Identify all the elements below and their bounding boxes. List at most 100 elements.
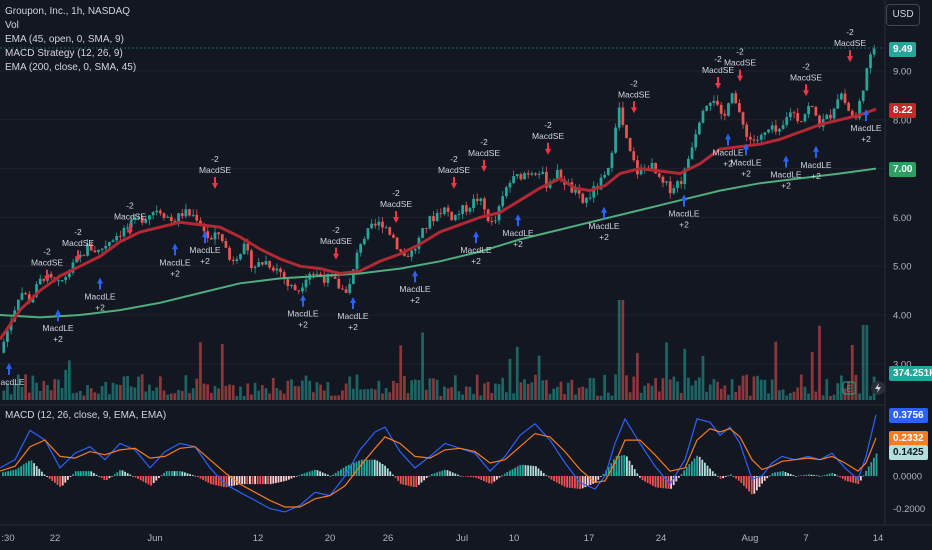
sell-signal-label: MacdSE <box>114 211 146 221</box>
histogram-bar <box>134 476 137 478</box>
histogram-bar <box>342 467 345 476</box>
volume-bar <box>443 386 446 400</box>
currency-button[interactable]: USD <box>886 4 920 26</box>
volume-bar <box>829 395 832 400</box>
histogram-bar <box>98 476 100 477</box>
histogram-bar <box>35 466 38 476</box>
histogram-bar <box>745 476 748 489</box>
histogram-bar <box>464 476 467 477</box>
candle-body <box>541 171 545 174</box>
volume-bar <box>464 386 468 400</box>
histogram-bar <box>176 471 178 476</box>
histogram-bar <box>654 476 657 488</box>
ema200-tag: 7.00 <box>889 162 917 177</box>
volume-bar <box>235 395 239 400</box>
signal-tag: 0.2332 <box>889 431 928 446</box>
legend-volume[interactable]: Vol <box>5 20 19 31</box>
volume-bar <box>701 355 705 400</box>
symbol-title[interactable]: Groupon, Inc., 1h, NASDAQ <box>5 6 131 17</box>
candle-body <box>443 207 446 214</box>
sell-signal-delta: -2 <box>450 154 458 164</box>
volume-bar <box>370 388 373 400</box>
volume-bar <box>836 383 840 400</box>
volume-bar <box>166 394 170 400</box>
volume-bar <box>475 374 479 400</box>
histogram-bar <box>496 476 498 480</box>
histogram-bar <box>332 474 334 476</box>
volume-bar <box>745 374 749 400</box>
buy-signal-delta: +2 <box>723 159 733 169</box>
buy-arrow <box>681 194 687 207</box>
histogram-bar <box>691 461 693 476</box>
legend-macd-strategy[interactable]: MACD Strategy (12, 26, 9) <box>5 48 123 59</box>
histogram-bar <box>246 476 249 485</box>
histogram-bar <box>678 476 680 478</box>
volume-bar <box>504 392 508 400</box>
histogram-bar <box>236 476 238 486</box>
volume-bar <box>384 388 388 400</box>
earnings-icon[interactable]: E <box>842 381 856 395</box>
candle-body <box>304 279 308 288</box>
volume-bar <box>195 378 199 400</box>
histogram-bar <box>613 459 615 476</box>
histogram-bar <box>412 476 415 487</box>
histogram-bar <box>295 476 298 477</box>
histogram-bar <box>41 471 43 476</box>
lightning-icon[interactable] <box>871 381 885 395</box>
legend-ema45[interactable]: EMA (45, open, 0, SMA, 9) <box>5 34 124 45</box>
histogram-bar <box>644 476 646 482</box>
candle-body <box>676 181 679 189</box>
histogram-bar <box>574 476 576 489</box>
buy-signal-delta: +2 <box>599 232 609 242</box>
volume-bar <box>260 385 264 400</box>
candle-body <box>515 174 519 177</box>
histogram-bar <box>165 471 168 476</box>
sell-signal-delta: -2 <box>802 61 810 71</box>
volume-bar <box>832 394 836 400</box>
volume-bar <box>581 386 585 400</box>
volume-bar <box>413 379 417 400</box>
candle-body <box>228 247 231 260</box>
volume-bar <box>665 342 668 400</box>
time-axis-ticks: :30 22 Jun 12 20 26 Jul 10 17 24 Aug 7 14 <box>1 533 883 544</box>
volume-bar <box>759 379 763 400</box>
candle-body <box>574 189 577 193</box>
histogram-bar <box>839 476 841 478</box>
buy-arrow <box>6 362 12 375</box>
time-tick-label: 20 <box>325 533 336 544</box>
volume-bar <box>35 382 38 400</box>
histogram-bar <box>275 476 277 484</box>
candle-body <box>424 228 428 230</box>
volume-bar <box>719 388 723 400</box>
candle-body <box>162 213 166 218</box>
histogram-bar <box>402 476 405 485</box>
sell-signal-label: MacdSE <box>380 199 412 209</box>
histogram-bar <box>316 470 319 476</box>
histogram-bar <box>217 476 220 486</box>
candle-body <box>195 214 199 221</box>
volume-bar <box>290 379 293 400</box>
histogram-bar <box>865 470 867 476</box>
histogram-bar <box>178 471 181 476</box>
histogram-bar <box>139 476 142 481</box>
candle-body <box>657 173 661 177</box>
histogram-bar <box>628 460 631 476</box>
volume-bar <box>468 386 472 400</box>
candle-body <box>428 216 432 229</box>
histogram-bar <box>511 469 514 476</box>
histogram-bar <box>480 476 483 480</box>
candle-body <box>24 293 27 295</box>
histogram-bar <box>802 475 805 476</box>
candle-body <box>213 232 217 240</box>
histogram-bar <box>184 472 186 476</box>
buy-arrow <box>97 277 103 290</box>
histogram-bar <box>280 476 282 482</box>
histogram-bar <box>763 476 766 481</box>
histogram-bar <box>561 476 563 486</box>
sell-signal-delta: -2 <box>43 247 51 257</box>
histogram-bar <box>129 474 132 476</box>
histogram-bar <box>873 457 875 476</box>
macd-legend[interactable]: MACD (12, 26, close, 9, EMA, EMA) <box>5 410 167 421</box>
legend-ema200[interactable]: EMA (200, close, 0, SMA, 45) <box>5 62 137 73</box>
volume-bar <box>282 393 286 400</box>
